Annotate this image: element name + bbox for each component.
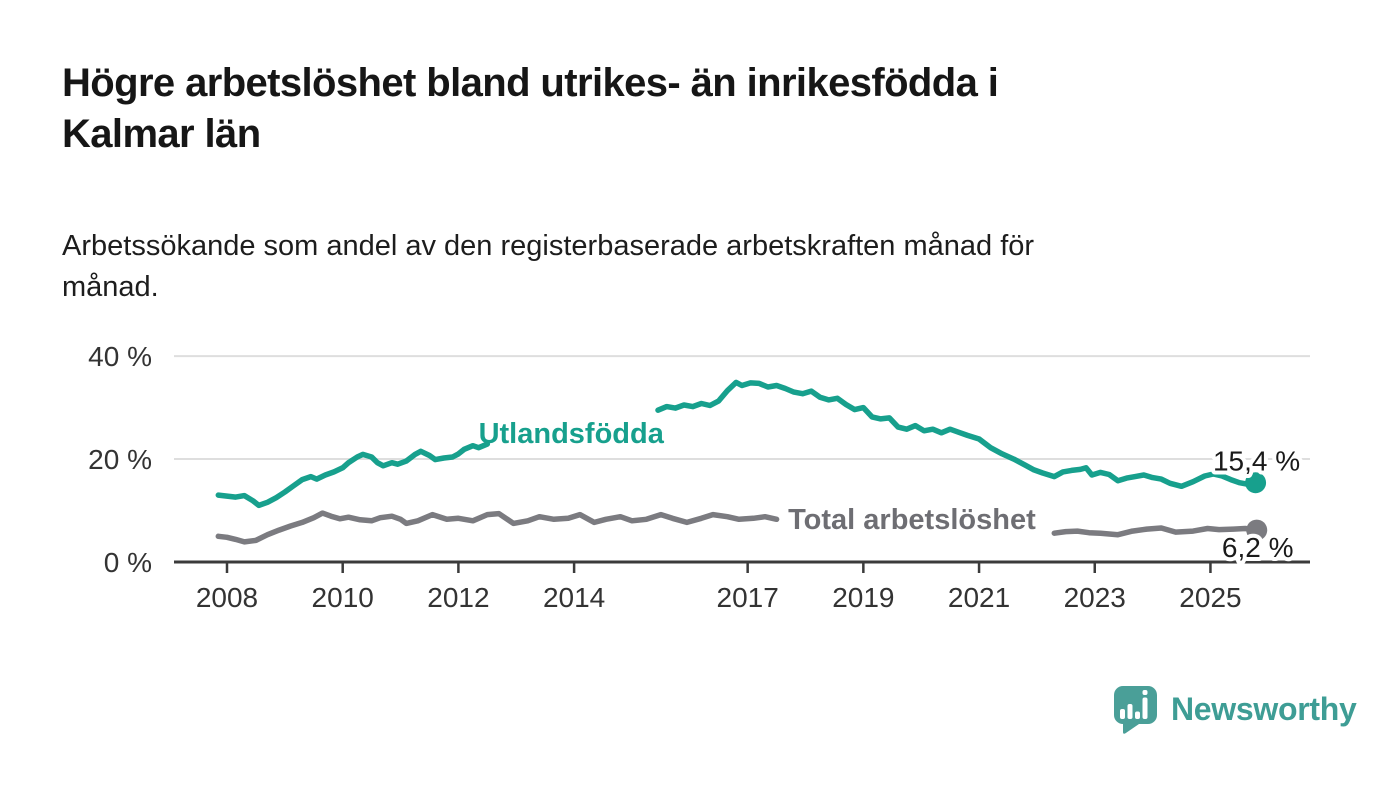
y-axis-tick-label: 0 % [104,547,152,578]
x-axis-tick-label: 2008 [196,582,258,613]
series-inline-label-total-arbetsl-shet: Total arbetslöshet [788,504,1036,536]
chart-subtitle-line-1: Arbetssökande som andel av den registerb… [62,230,1035,262]
logo-exclamation-dot [1142,690,1148,695]
series-end-value-label-utlandsf-dda: 15,4 % [1213,446,1300,477]
x-axis-tick-label: 2010 [312,582,374,613]
x-axis-tick-label: 2023 [1064,582,1126,613]
page-title: Högre arbetslöshet bland utrikes- än inr… [62,58,1262,160]
logo-bar-medium [1127,704,1133,719]
x-axis-tick-label: 2017 [717,582,779,613]
chart-subtitle: Arbetssökande som andel av den registerb… [62,226,1292,308]
x-axis-tick-label: 2021 [948,582,1010,613]
series-inline-label-utlandsf-dda: Utlandsfödda [479,418,665,450]
logo-exclamation-stem [1142,697,1148,719]
y-axis-tick-label: 20 % [88,444,152,475]
newsworthy-logo-icon [1114,686,1157,734]
newsworthy-branding: Newsworthy [1112,684,1357,734]
logo-bar-short [1135,711,1140,719]
x-axis-tick-label: 2025 [1179,582,1241,613]
series-line-utlandsf-dda [655,379,1259,490]
logo-bar-small [1120,709,1125,719]
x-axis-tick-label: 2012 [427,582,489,613]
page-title-line-1: Högre arbetslöshet bland utrikes- än inr… [62,61,999,105]
x-axis-tick-label: 2014 [543,582,605,613]
series-end-value-label-total-arbetsl-shet: 6,2 % [1222,532,1294,563]
series-end-dot-total-arbetsl-shet [1246,519,1268,541]
series-line-total-arbetsl-shet [215,510,780,545]
page-title-line-2: Kalmar län [62,112,261,156]
newsworthy-wordmark: Newsworthy [1171,690,1357,727]
x-axis-tick-label: 2019 [832,582,894,613]
series-line-utlandsf-dda [215,441,491,509]
series-line-total-arbetsl-shet [1051,525,1260,538]
series-end-dot-utlandsf-dda [1245,472,1267,494]
y-axis-tick-label: 40 % [88,341,152,372]
chart-subtitle-line-2: månad. [62,271,159,303]
